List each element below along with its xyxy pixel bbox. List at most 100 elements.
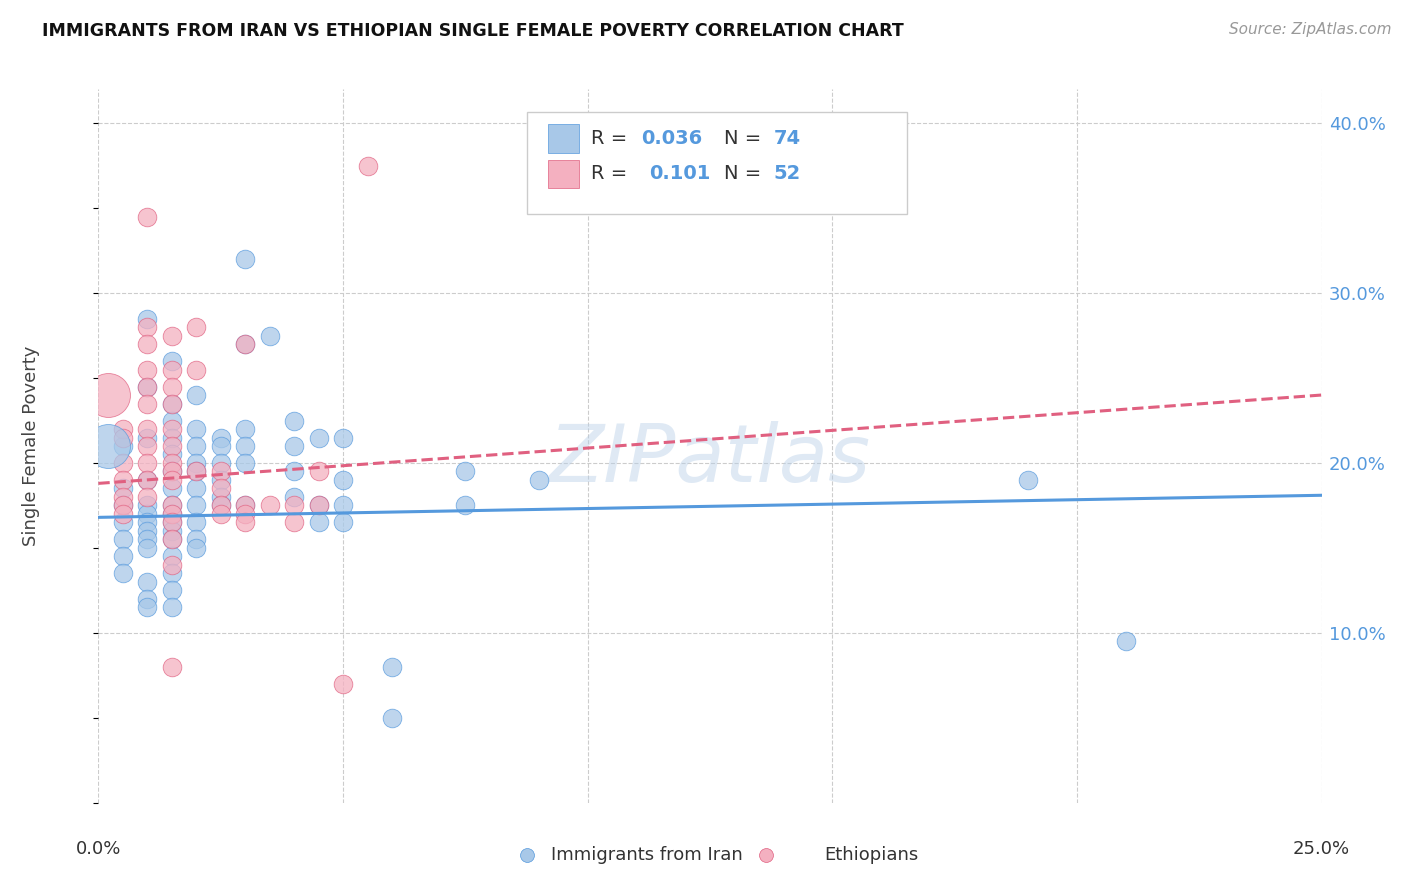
Point [209, 465, 232, 479]
Point [381, 660, 404, 674]
Point [136, 439, 159, 453]
Point [160, 396, 183, 410]
Point [186, 439, 208, 453]
Point [283, 413, 305, 427]
Text: 74: 74 [773, 128, 800, 148]
Point [283, 439, 305, 453]
Text: R =: R = [591, 128, 633, 148]
Point [160, 439, 183, 453]
Point [454, 465, 477, 479]
Point [111, 533, 134, 547]
Point [160, 448, 183, 462]
Point [136, 379, 159, 393]
Point [332, 430, 354, 444]
Point [160, 507, 183, 521]
Text: 0.036: 0.036 [641, 128, 703, 148]
Point [308, 430, 330, 444]
Point [136, 210, 159, 224]
Point [160, 566, 183, 581]
Point [136, 591, 159, 606]
Point [209, 490, 232, 504]
Point [160, 465, 183, 479]
Text: 0.0%: 0.0% [76, 840, 121, 858]
Point [356, 159, 378, 173]
Text: 25.0%: 25.0% [1294, 840, 1350, 858]
Point [111, 430, 134, 444]
Point [160, 499, 183, 513]
Point [332, 473, 354, 487]
Point [233, 337, 256, 351]
Point [186, 362, 208, 376]
Point [111, 439, 134, 453]
Text: R =: R = [591, 164, 640, 184]
Text: ZIPatlas: ZIPatlas [548, 421, 872, 500]
Point [186, 388, 208, 402]
Point [160, 558, 183, 572]
Point [160, 413, 183, 427]
Point [186, 533, 208, 547]
Point [160, 379, 183, 393]
Point [160, 396, 183, 410]
Point [233, 499, 256, 513]
Point [111, 456, 134, 470]
Point [160, 456, 183, 470]
Point [186, 541, 208, 555]
Point [259, 328, 281, 343]
Point [97, 439, 120, 453]
Point [332, 499, 354, 513]
Point [160, 660, 183, 674]
Point [233, 252, 256, 266]
Point [186, 516, 208, 530]
Point [111, 482, 134, 496]
Point [111, 499, 134, 513]
Point [111, 516, 134, 530]
Point [1115, 634, 1137, 648]
Point [160, 516, 183, 530]
Point [308, 516, 330, 530]
Point [160, 600, 183, 615]
Point [160, 482, 183, 496]
Point [283, 516, 305, 530]
Point [209, 507, 232, 521]
Text: Immigrants from Iran: Immigrants from Iran [551, 846, 742, 863]
Point [209, 499, 232, 513]
Point [111, 422, 134, 436]
Text: 0.101: 0.101 [650, 164, 711, 184]
Point [160, 524, 183, 538]
Point [136, 533, 159, 547]
Point [136, 574, 159, 589]
Point [160, 549, 183, 564]
Point [136, 396, 159, 410]
Point [1017, 473, 1039, 487]
Text: N =: N = [724, 128, 768, 148]
Point [186, 482, 208, 496]
Point [160, 583, 183, 598]
Point [308, 499, 330, 513]
Point [283, 499, 305, 513]
Point [209, 439, 232, 453]
Text: 52: 52 [773, 164, 800, 184]
Point [186, 320, 208, 334]
Point [136, 507, 159, 521]
Point [136, 600, 159, 615]
Point [381, 711, 404, 725]
Point [111, 507, 134, 521]
Point [186, 456, 208, 470]
Point [111, 499, 134, 513]
Point [160, 328, 183, 343]
Point [111, 566, 134, 581]
Point [160, 465, 183, 479]
Point [136, 516, 159, 530]
Point [160, 473, 183, 487]
Point [136, 362, 159, 376]
Text: N =: N = [724, 164, 768, 184]
Point [233, 507, 256, 521]
Point [111, 549, 134, 564]
Point [160, 533, 183, 547]
Point [160, 354, 183, 368]
Point [160, 507, 183, 521]
Point [209, 482, 232, 496]
Point [160, 533, 183, 547]
Point [136, 499, 159, 513]
Point [454, 499, 477, 513]
